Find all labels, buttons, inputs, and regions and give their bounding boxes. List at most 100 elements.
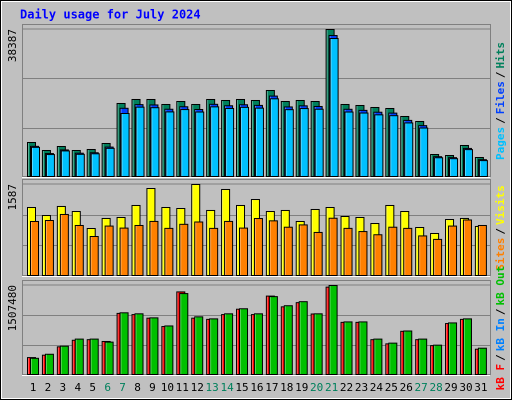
bar <box>477 347 487 375</box>
bar <box>314 108 324 177</box>
x-tick-label: 12 <box>191 381 204 394</box>
bar <box>150 107 160 177</box>
x-tick-label: 24 <box>370 381 384 394</box>
bar <box>119 312 129 376</box>
x-tick-label: 14 <box>220 381 234 394</box>
x-tick-label: 22 <box>340 381 353 394</box>
x-tick-label: 18 <box>280 381 293 394</box>
x-tick-label: 7 <box>119 381 126 394</box>
bar <box>209 227 219 277</box>
x-tick-label: 21 <box>325 381 338 394</box>
bar <box>283 305 293 375</box>
bar <box>90 153 100 178</box>
x-tick-label: 19 <box>295 381 308 394</box>
x-tick-label: 16 <box>250 381 263 394</box>
legend-entry: Files <box>494 81 507 114</box>
bar <box>104 341 114 375</box>
legend: Sites / Visits <box>494 185 507 271</box>
bar <box>89 236 99 276</box>
bar <box>448 225 458 276</box>
bar <box>449 158 459 178</box>
legend-entry: Sites <box>494 238 507 271</box>
bar <box>165 111 175 177</box>
bar <box>329 38 339 177</box>
bar <box>462 318 472 376</box>
bar <box>388 226 398 277</box>
x-tick-label: 4 <box>74 381 81 394</box>
legend-entry: kB F <box>494 364 507 391</box>
bar <box>418 338 428 375</box>
bar <box>344 111 354 177</box>
bar <box>404 122 414 178</box>
bar <box>434 157 444 177</box>
bar <box>328 285 338 375</box>
bar <box>60 150 70 177</box>
bar <box>403 227 413 277</box>
bar <box>268 220 278 276</box>
y-tick-label: 38387 <box>6 29 19 62</box>
bar <box>477 224 487 276</box>
bar <box>74 224 84 276</box>
bar <box>358 321 368 375</box>
bar <box>374 114 384 177</box>
bar <box>44 353 54 375</box>
x-tick-label: 3 <box>60 381 67 394</box>
x-tick-label: 28 <box>429 381 442 394</box>
bar <box>105 147 115 177</box>
bar <box>89 338 99 375</box>
bar <box>389 115 399 177</box>
bar <box>195 111 205 177</box>
bar <box>268 296 278 375</box>
bar <box>164 227 174 277</box>
legend-entry: Pages <box>494 127 507 160</box>
bar <box>59 345 69 375</box>
x-tick-label: 1 <box>30 381 37 394</box>
bar <box>74 338 84 375</box>
x-tick-label: 8 <box>134 381 141 394</box>
bar <box>104 225 114 276</box>
bar <box>462 219 472 276</box>
bar <box>253 313 263 376</box>
bar <box>149 317 159 375</box>
x-tick-label: 11 <box>176 381 189 394</box>
bar <box>313 231 323 277</box>
bar <box>253 218 263 277</box>
bar <box>31 146 40 177</box>
bar <box>419 127 429 178</box>
bar <box>448 322 458 376</box>
bar <box>269 98 279 177</box>
legend-entry: kB Out <box>494 266 507 306</box>
bar <box>373 338 383 375</box>
bar <box>359 112 369 177</box>
x-tick-label: 27 <box>415 381 428 394</box>
bar <box>224 220 234 276</box>
bar <box>343 321 353 375</box>
x-tick-label: 20 <box>310 381 323 394</box>
bar <box>298 301 308 375</box>
bar <box>59 213 69 276</box>
bar <box>373 234 383 276</box>
legend-entry: Visits <box>494 185 507 225</box>
bar <box>343 227 353 277</box>
bar <box>240 106 250 177</box>
x-tick-label: 29 <box>444 381 457 394</box>
bar <box>388 342 398 375</box>
bar <box>239 227 249 277</box>
x-tick-label: 5 <box>89 381 96 394</box>
legend: Pages / Files / Hits <box>494 42 507 160</box>
bar <box>30 220 39 276</box>
x-tick-label: 10 <box>161 381 174 394</box>
bar <box>403 330 413 375</box>
legend: kB F / kB In / kB Out <box>494 266 507 391</box>
bar <box>120 112 130 178</box>
bar <box>433 238 443 276</box>
x-tick-label: 6 <box>104 381 111 394</box>
bar <box>164 325 174 375</box>
bar <box>463 149 473 177</box>
legend-entry: kB In <box>494 318 507 351</box>
legend-entry: Hits <box>494 42 507 69</box>
bar <box>283 226 293 277</box>
legend-separator: / <box>494 228 507 235</box>
bar <box>179 223 189 276</box>
